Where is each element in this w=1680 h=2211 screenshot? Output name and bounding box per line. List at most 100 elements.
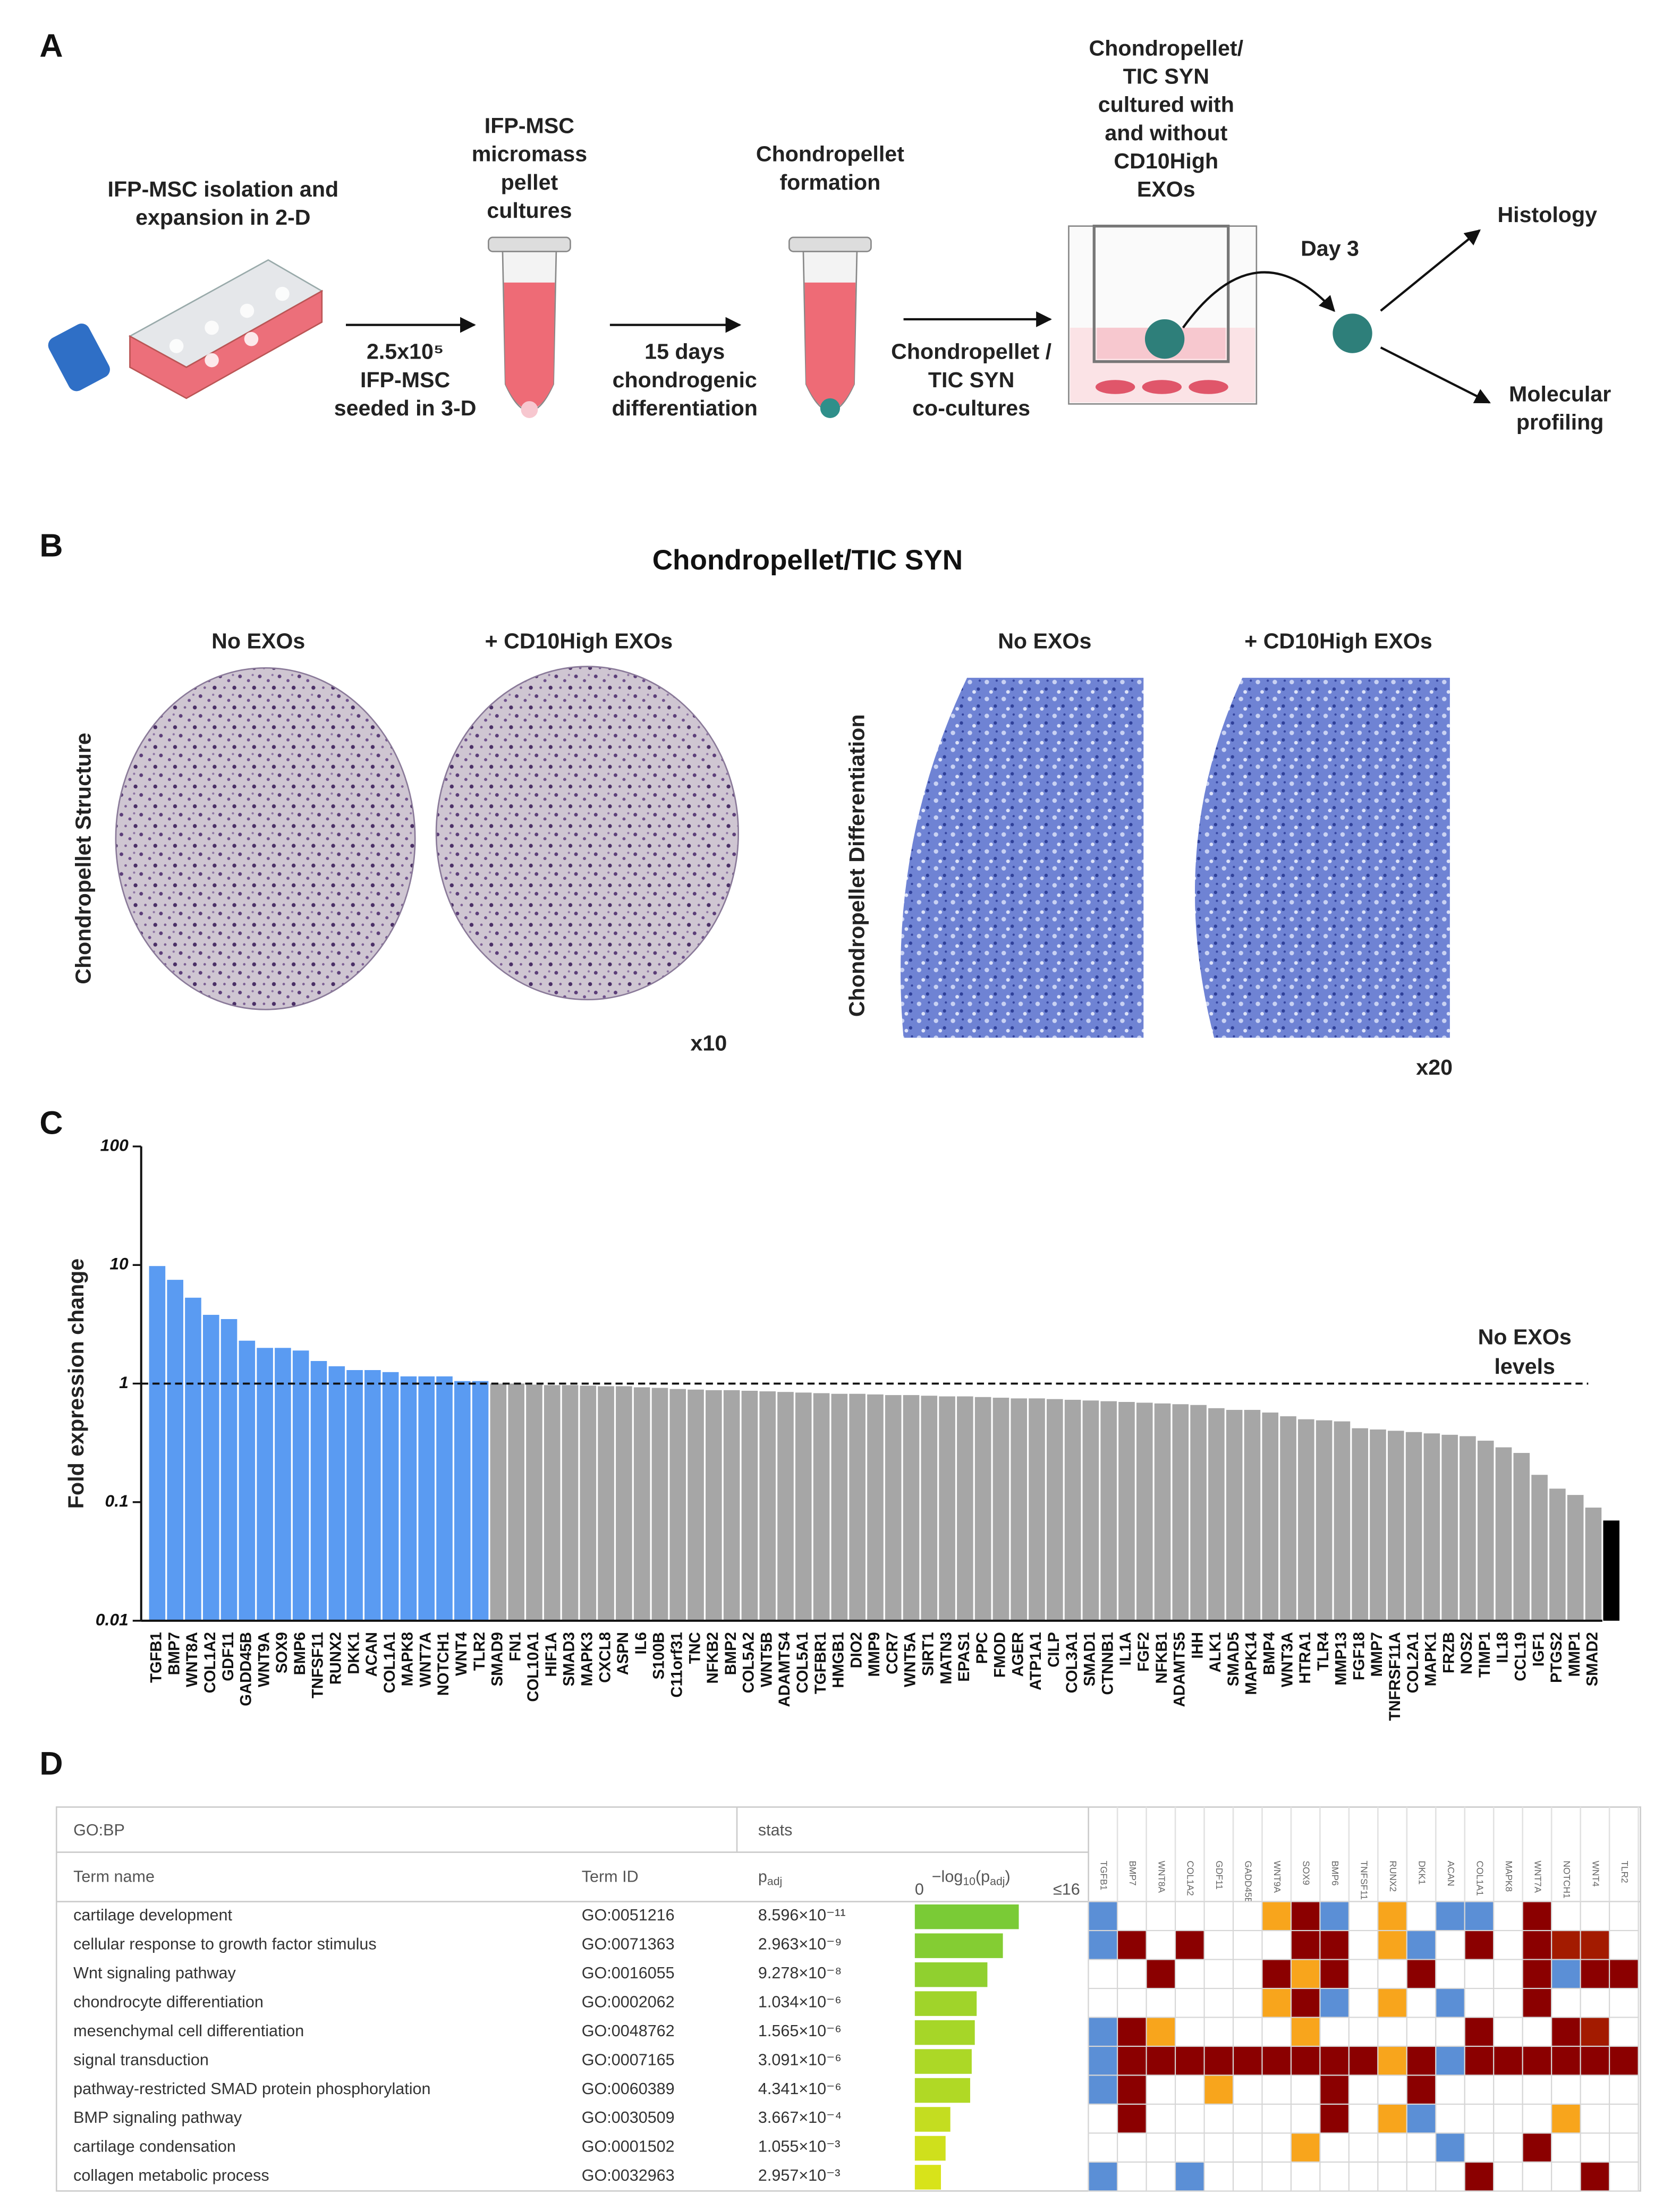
caption: Chondropellet /: [891, 339, 1051, 364]
term-id: GO:0051216: [582, 1906, 675, 1924]
x-tick-label: GDF11: [220, 1632, 237, 1681]
heatmap-cell: [1493, 1987, 1523, 2018]
x-tick-label: WNT9A: [256, 1632, 273, 1687]
bar: [813, 1393, 830, 1621]
heatmap-cell: [1435, 2161, 1465, 2192]
magnification: x10: [691, 1031, 727, 1056]
heatmap-cell: [1348, 2045, 1379, 2076]
bar: [1280, 1416, 1296, 1621]
heatmap-cell: [1522, 2103, 1552, 2134]
heatmap-cell: [1522, 1901, 1552, 1932]
heatmap-cell: [1146, 1959, 1176, 1989]
header: Term name: [73, 1868, 155, 1886]
term-name: cartilage condensation: [73, 2138, 236, 2156]
y-tick-label: 0.01: [96, 1610, 129, 1629]
x-tick-label: PTGS2: [1548, 1632, 1565, 1683]
x-tick-label: TGFB1: [148, 1632, 165, 1683]
bar: [257, 1348, 273, 1621]
caption: IFP-MSC: [360, 368, 450, 392]
heatmap-cell: [1377, 2017, 1407, 2047]
bar: [688, 1389, 704, 1621]
term-id: GO:0060389: [582, 2080, 675, 2098]
x-tick-label: TNC: [686, 1632, 703, 1664]
bar: [544, 1385, 561, 1621]
heatmap-cell: [1232, 2045, 1263, 2076]
heatmap-cell: [1609, 1930, 1639, 1960]
heatmap-cell: [1203, 2132, 1234, 2163]
x-tick-label: IL1A: [1117, 1632, 1134, 1665]
y-tick-label: 1: [119, 1373, 129, 1392]
x-tick-label: NOS2: [1458, 1632, 1475, 1674]
bar: [1370, 1429, 1386, 1621]
heatmap-cell: [1146, 2103, 1176, 2134]
micrograph-differentiation-no-exos: [901, 677, 1144, 1038]
bar: [903, 1395, 920, 1621]
term-name: cartilage development: [73, 1906, 232, 1924]
heatmap-cell: [1464, 1959, 1495, 1989]
heatmap-cell: [1203, 2074, 1234, 2105]
heatmap-cell: [1319, 2074, 1350, 2105]
x-tick-label: COL1A2: [202, 1632, 219, 1693]
heatmap-cell: [1146, 2017, 1176, 2047]
heatmap-cell: [1348, 2132, 1379, 2163]
caption: TIC SYN: [1123, 64, 1209, 88]
term-id: GO:0071363: [582, 1935, 675, 1953]
heatmap-cell: [1175, 2074, 1205, 2105]
bar: [1047, 1399, 1063, 1621]
heatmap-cell: [1290, 1930, 1321, 1960]
x-tick-label: BMP4: [1261, 1631, 1278, 1675]
condition-label: + CD10High EXOs: [485, 628, 673, 653]
x-tick-label: WNT8A: [184, 1632, 201, 1687]
heatmap-cell: [1261, 1987, 1292, 2018]
heatmap-cell: [1435, 2017, 1465, 2047]
heatmap-cell: [1464, 2161, 1495, 2192]
caption: cultures: [487, 198, 572, 223]
heatmap-cell: [1146, 1987, 1176, 2018]
bar: [526, 1384, 542, 1621]
heatmap-cell: [1435, 1959, 1465, 1989]
heatmap-cell: [1203, 2045, 1234, 2076]
heatmap-cell: [1117, 1959, 1147, 1989]
bar: [220, 1319, 237, 1621]
heatmap-cell: [1175, 1959, 1205, 1989]
heatmap-cell: [1203, 2017, 1234, 2047]
heatmap-cell: [1319, 1901, 1350, 1932]
heatmap-cell: [1406, 2074, 1437, 2105]
panel-a-art: [48, 224, 1491, 418]
heatmap-cell: [1117, 2074, 1147, 2105]
heatmap-cell: [1522, 2017, 1552, 2047]
gene-label: ACAN: [1446, 1861, 1456, 1886]
bar: [1208, 1408, 1225, 1621]
bar: [436, 1376, 453, 1621]
x-tick-label: FN1: [507, 1632, 524, 1661]
heatmap-cell: [1435, 2132, 1465, 2163]
heatmap-cell: [1261, 2103, 1292, 2134]
term-name: Wnt signaling pathway: [73, 1964, 236, 1982]
bar: [651, 1388, 668, 1621]
heatmap-cell: [1146, 2132, 1176, 2163]
bar: [921, 1396, 938, 1621]
heatmap-cell: [1493, 1901, 1523, 1932]
x-tick-label: CXCL8: [597, 1632, 614, 1683]
bar: [239, 1340, 256, 1621]
gene-label: COL1A1: [1474, 1861, 1485, 1896]
heatmap-cell: [1551, 2074, 1581, 2105]
bar: [939, 1396, 955, 1621]
heatmap-cell: [1232, 2074, 1263, 2105]
condition-label: No EXOs: [998, 628, 1091, 653]
heatmap-cell: [1348, 1901, 1379, 1932]
heatmap-cell: [1435, 2103, 1465, 2134]
heatmap-cell: [1261, 2074, 1292, 2105]
x-tick-label: MMP9: [866, 1632, 883, 1677]
heatmap-cell: [1175, 1930, 1205, 1960]
heatmap-cell: [1290, 2132, 1321, 2163]
heatmap-cell: [1203, 1987, 1234, 2018]
x-tick-label: SMAD2: [1584, 1632, 1601, 1686]
annotation: levels: [1494, 1354, 1555, 1379]
bar: [1513, 1453, 1530, 1621]
heatmap-cell: [1261, 2045, 1292, 2076]
x-tick-label: GADD45B: [238, 1632, 255, 1706]
heatmap-cell: [1493, 1930, 1523, 1960]
bar: [1136, 1402, 1153, 1621]
heatmap-cell: [1464, 2132, 1495, 2163]
